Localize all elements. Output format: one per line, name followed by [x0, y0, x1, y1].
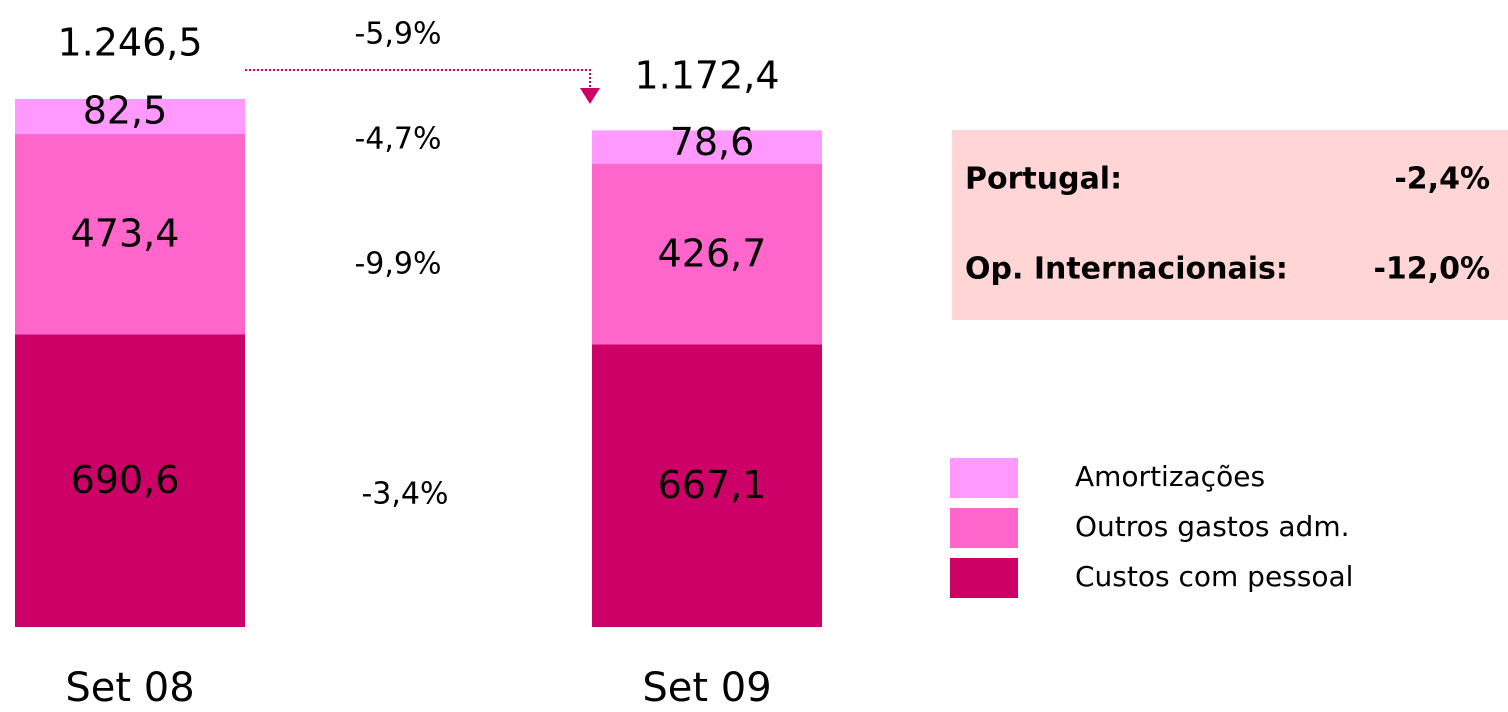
value-label: 82,5	[83, 88, 168, 132]
annotation-value: -12,0%	[1373, 252, 1490, 287]
legend-swatch	[950, 558, 1018, 598]
legend-swatch	[950, 458, 1018, 498]
series-change: -3,4%	[361, 477, 448, 512]
legend-swatch	[950, 508, 1018, 548]
x-tick-label: Set 09	[642, 665, 771, 711]
bar-segment	[592, 163, 822, 345]
x-tick-label: Set 08	[65, 665, 194, 711]
value-label: 473,4	[71, 212, 180, 256]
series-change: -4,7%	[354, 122, 441, 157]
total-change: -5,9%	[354, 17, 441, 52]
bar-segment	[15, 133, 245, 335]
bar-segment	[592, 130, 822, 164]
legend-label: Custos com pessoal	[1075, 560, 1353, 593]
annotation-label: Op. Internacionais:	[965, 252, 1288, 287]
value-label: 78,6	[670, 120, 755, 164]
bar-segment	[592, 344, 822, 627]
value-label: 667,1	[658, 463, 767, 507]
legend-label: Outros gastos adm.	[1075, 510, 1350, 543]
bar-segment	[15, 98, 245, 134]
arrow-head	[580, 88, 600, 104]
value-label: 690,6	[71, 458, 180, 502]
annotation-label: Portugal:	[965, 162, 1122, 197]
series-change: -9,9%	[354, 247, 441, 282]
annotation-value: -2,4%	[1394, 162, 1490, 197]
total-label: 1.246,5	[57, 21, 202, 65]
bar-segment	[15, 334, 245, 627]
total-label: 1.172,4	[634, 54, 779, 98]
change-arrow	[245, 69, 591, 88]
legend-label: Amortizações	[1075, 460, 1265, 493]
summary-box	[952, 130, 1508, 320]
value-label: 426,7	[658, 232, 767, 276]
